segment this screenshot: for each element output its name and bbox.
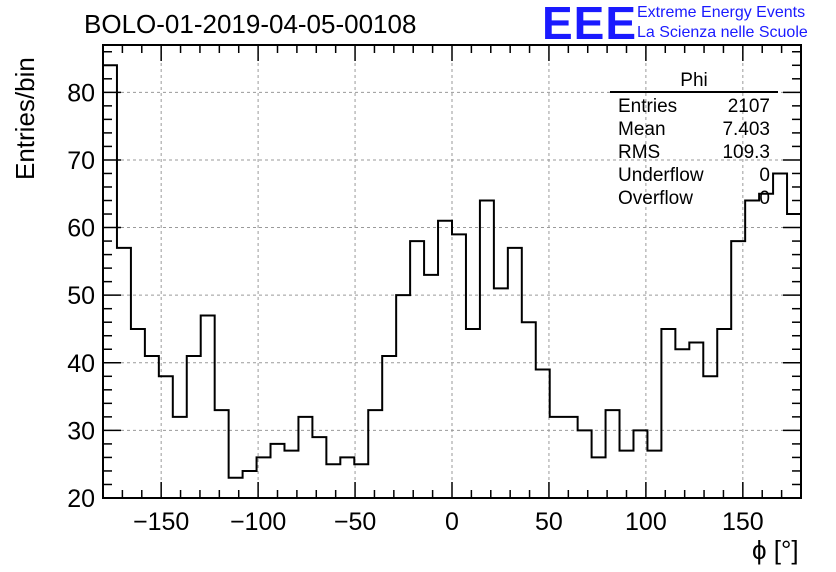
stats-value: 7.403: [722, 119, 770, 140]
y-tick-label: 70: [67, 147, 95, 175]
x-tick-label: 150: [722, 508, 764, 536]
stats-row: Underflow 0: [610, 164, 778, 187]
logo-line-2: La Scienza nelle Scuole: [637, 24, 808, 41]
stats-label: Mean: [618, 119, 666, 140]
x-axis-label: ϕ [°]: [752, 535, 799, 565]
y-tick-label: 30: [67, 417, 95, 445]
axis-tick-labels: −150 −100 −50 0 50 100 150 20 30 40 50 60 70 80: [67, 79, 764, 536]
stats-label: Entries: [618, 96, 678, 117]
y-tick-label: 60: [67, 215, 95, 243]
stats-value: 2107: [727, 96, 770, 117]
stats-value: 0: [759, 165, 770, 186]
x-tick-label: 0: [445, 508, 459, 536]
x-tick-label: −50: [334, 508, 376, 536]
stats-row: Mean 7.403: [610, 118, 778, 141]
stats-value: 0: [759, 188, 770, 209]
x-tick-label: −100: [230, 508, 286, 536]
y-tick-label: 80: [67, 79, 95, 107]
y-tick-label: 40: [67, 350, 95, 378]
stats-row: Overflow 0: [610, 187, 778, 210]
x-tick-label: 100: [625, 508, 667, 536]
y-tick-label: 50: [67, 282, 95, 310]
stats-box: Phi Entries 2107 Mean 7.403 RMS 109.3 Under…: [610, 70, 778, 210]
stats-label: Underflow: [618, 165, 704, 186]
stats-title: Phi: [610, 70, 778, 93]
axis-ticks: [102, 45, 802, 499]
stats-row: Entries 2107: [610, 95, 778, 118]
x-tick-label: −150: [133, 508, 189, 536]
y-tick-label: 20: [67, 485, 95, 513]
x-tick-label: 50: [535, 508, 563, 536]
logo-caption: Extreme Energy Events La Scienza nelle S…: [637, 3, 808, 43]
y-axis-label: Entries/bin: [10, 57, 40, 180]
histogram-line: [103, 64, 801, 479]
stats-value: 109.3: [722, 142, 770, 163]
chart-title: BOLO-01-2019-04-05-00108: [84, 9, 417, 39]
stats-row: RMS 109.3: [610, 141, 778, 164]
eee-logo: EEE: [542, 0, 638, 49]
stats-label: RMS: [618, 142, 661, 163]
stats-label: Overflow: [618, 188, 693, 209]
logo-line-1: Extreme Energy Events: [637, 4, 806, 21]
